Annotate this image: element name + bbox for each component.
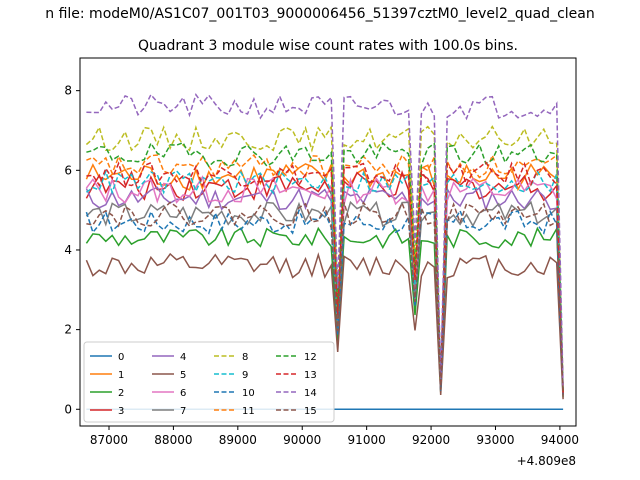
legend-label: 9 xyxy=(242,370,248,381)
x-tick-label: 93000 xyxy=(476,433,514,447)
legend-label: 14 xyxy=(304,388,317,399)
y-tick-label: 6 xyxy=(64,163,72,177)
series-line-8 xyxy=(85,124,564,391)
figure-suptitle: n file: modeM0/AS1C07_001T03_9000006456_… xyxy=(45,6,594,22)
series-group xyxy=(85,93,564,411)
series-line-5 xyxy=(85,252,564,400)
y-axis-ticks: 0 2 4 6 8 xyxy=(64,84,80,416)
legend-label: 1 xyxy=(118,370,124,381)
y-tick-label: 8 xyxy=(64,84,72,98)
y-tick-label: 2 xyxy=(64,323,72,337)
legend-label: 3 xyxy=(118,406,124,417)
legend-label: 0 xyxy=(118,352,124,363)
legend-label: 11 xyxy=(242,406,255,417)
x-tick-label: 94000 xyxy=(541,433,579,447)
legend-label: 4 xyxy=(180,352,186,363)
y-tick-label: 0 xyxy=(64,402,72,416)
series-line-7 xyxy=(85,200,564,396)
legend-label: 5 xyxy=(180,370,186,381)
series-line-14 xyxy=(86,93,564,389)
x-axis-offset-label: +4.809e8 xyxy=(517,454,576,468)
y-tick-label: 4 xyxy=(64,243,72,257)
x-tick-label: 88000 xyxy=(154,433,192,447)
series-line-2 xyxy=(85,226,564,398)
series-line-9 xyxy=(85,168,564,394)
legend-label: 13 xyxy=(304,370,317,381)
legend-label: 15 xyxy=(304,406,317,417)
x-tick-label: 90000 xyxy=(283,433,321,447)
x-tick-label: 92000 xyxy=(412,433,450,447)
legend-frame xyxy=(83,341,335,423)
legend-label: 6 xyxy=(180,388,186,399)
chart-title: Quadrant 3 module wise count rates with … xyxy=(138,38,518,54)
x-tick-label: 91000 xyxy=(348,433,386,447)
legend-label: 10 xyxy=(242,388,255,399)
legend-label: 7 xyxy=(180,406,186,417)
x-tick-label: 87000 xyxy=(90,433,128,447)
series-line-12 xyxy=(86,141,564,392)
series-line-15 xyxy=(86,201,564,396)
series-line-6 xyxy=(85,175,564,394)
legend-label: 2 xyxy=(118,388,124,399)
legend-label: 8 xyxy=(242,352,248,363)
x-tick-label: 89000 xyxy=(219,433,257,447)
legend-label: 12 xyxy=(304,352,317,363)
series-line-10 xyxy=(85,207,564,397)
series-line-4 xyxy=(85,186,564,395)
series-line-13 xyxy=(86,161,564,393)
x-axis-ticks: 87000 88000 89000 90000 91000 92000 93000 94000 xyxy=(90,426,579,447)
axes-frame xyxy=(79,57,577,427)
